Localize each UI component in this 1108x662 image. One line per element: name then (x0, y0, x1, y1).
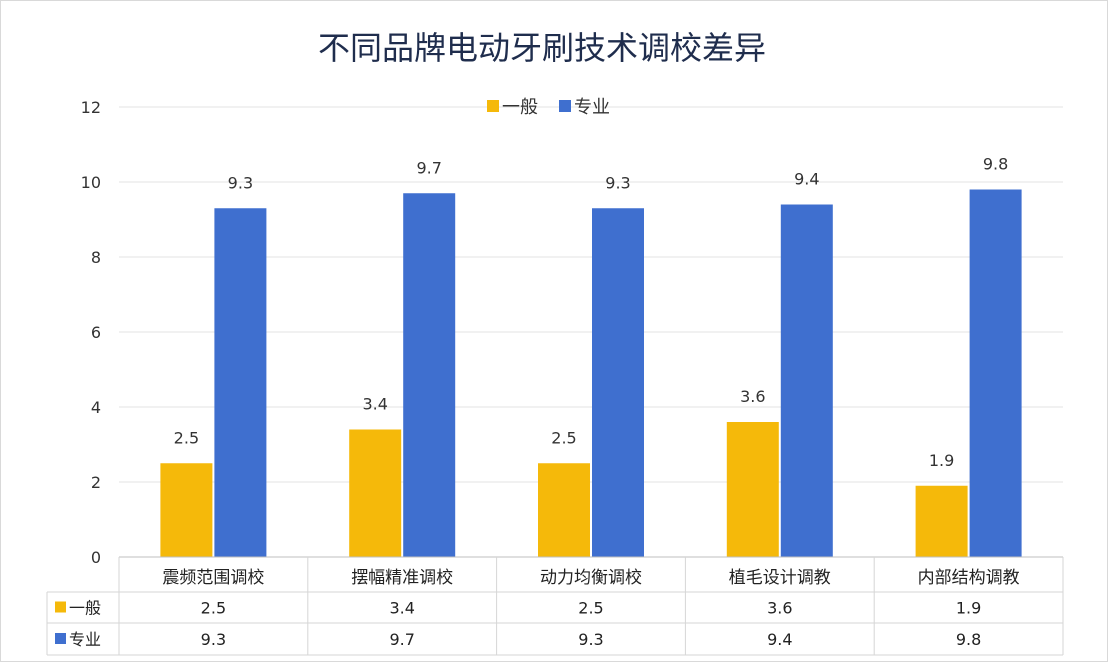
table-cell: 9.4 (767, 630, 792, 649)
table-legend-swatch (55, 633, 66, 644)
y-tick-label: 12 (81, 98, 101, 117)
data-label: 2.5 (551, 428, 576, 447)
data-label: 9.7 (416, 158, 441, 177)
gridlines (119, 106, 1063, 483)
bars (160, 189, 1022, 557)
legend-label: 专业 (574, 97, 610, 118)
bar-general (160, 463, 213, 557)
legend-swatch (487, 100, 499, 112)
y-tick-label: 2 (91, 473, 101, 492)
bar-professional (780, 204, 833, 557)
bar-professional (403, 193, 456, 557)
bar-professional (214, 208, 267, 557)
table-cell: 9.8 (956, 630, 981, 649)
table-cell: 9.3 (201, 630, 226, 649)
bar-professional (969, 189, 1022, 557)
data-labels: 2.5 9.3 3.4 9.7 2.5 9.3 3.6 9.4 1.9 9.8 (174, 155, 1009, 470)
category-label: 震频范围调校 (162, 568, 264, 588)
table-legend-swatch (55, 601, 66, 613)
table-cell: 9.3 (578, 630, 603, 649)
legend-label: 一般 (502, 97, 538, 118)
legend-swatch (559, 100, 571, 112)
data-label: 9.3 (228, 173, 253, 192)
category-label: 动力均衡调校 (540, 568, 642, 588)
data-label: 9.4 (794, 170, 819, 189)
y-tick-label: 8 (91, 248, 101, 267)
table-series-label: 专业 (69, 630, 101, 649)
data-label: 9.8 (983, 155, 1008, 174)
y-tick-label: 10 (81, 173, 101, 192)
data-label: 3.4 (362, 395, 387, 414)
bar-professional (592, 208, 644, 557)
category-label: 植毛设计调教 (729, 568, 831, 588)
legend: 一般 专业 (487, 97, 610, 118)
bar-general (915, 485, 968, 557)
bar-general (349, 429, 402, 557)
table-cell: 3.6 (767, 599, 792, 618)
table-cell: 2.5 (578, 599, 603, 618)
table-cell: 3.4 (389, 599, 414, 618)
data-label: 1.9 (929, 451, 954, 470)
y-axis: 0 2 4 6 8 10 12 (81, 98, 101, 567)
table-series-label: 一般 (69, 599, 101, 618)
y-tick-label: 0 (91, 548, 101, 567)
bar-general (726, 422, 779, 557)
y-tick-label: 4 (91, 398, 101, 417)
bar-general (538, 463, 590, 557)
data-label: 2.5 (174, 428, 199, 447)
table-cell: 9.7 (389, 630, 414, 649)
chart-title: 不同品牌电动牙刷技术调校差异 (318, 29, 766, 67)
data-label: 9.3 (605, 173, 630, 192)
table-cell: 1.9 (956, 599, 981, 618)
category-label: 摆幅精准调校 (351, 568, 453, 588)
y-tick-label: 6 (91, 323, 101, 342)
data-label: 3.6 (740, 387, 765, 406)
table-cell: 2.5 (201, 599, 226, 618)
category-label: 内部结构调教 (918, 568, 1020, 588)
